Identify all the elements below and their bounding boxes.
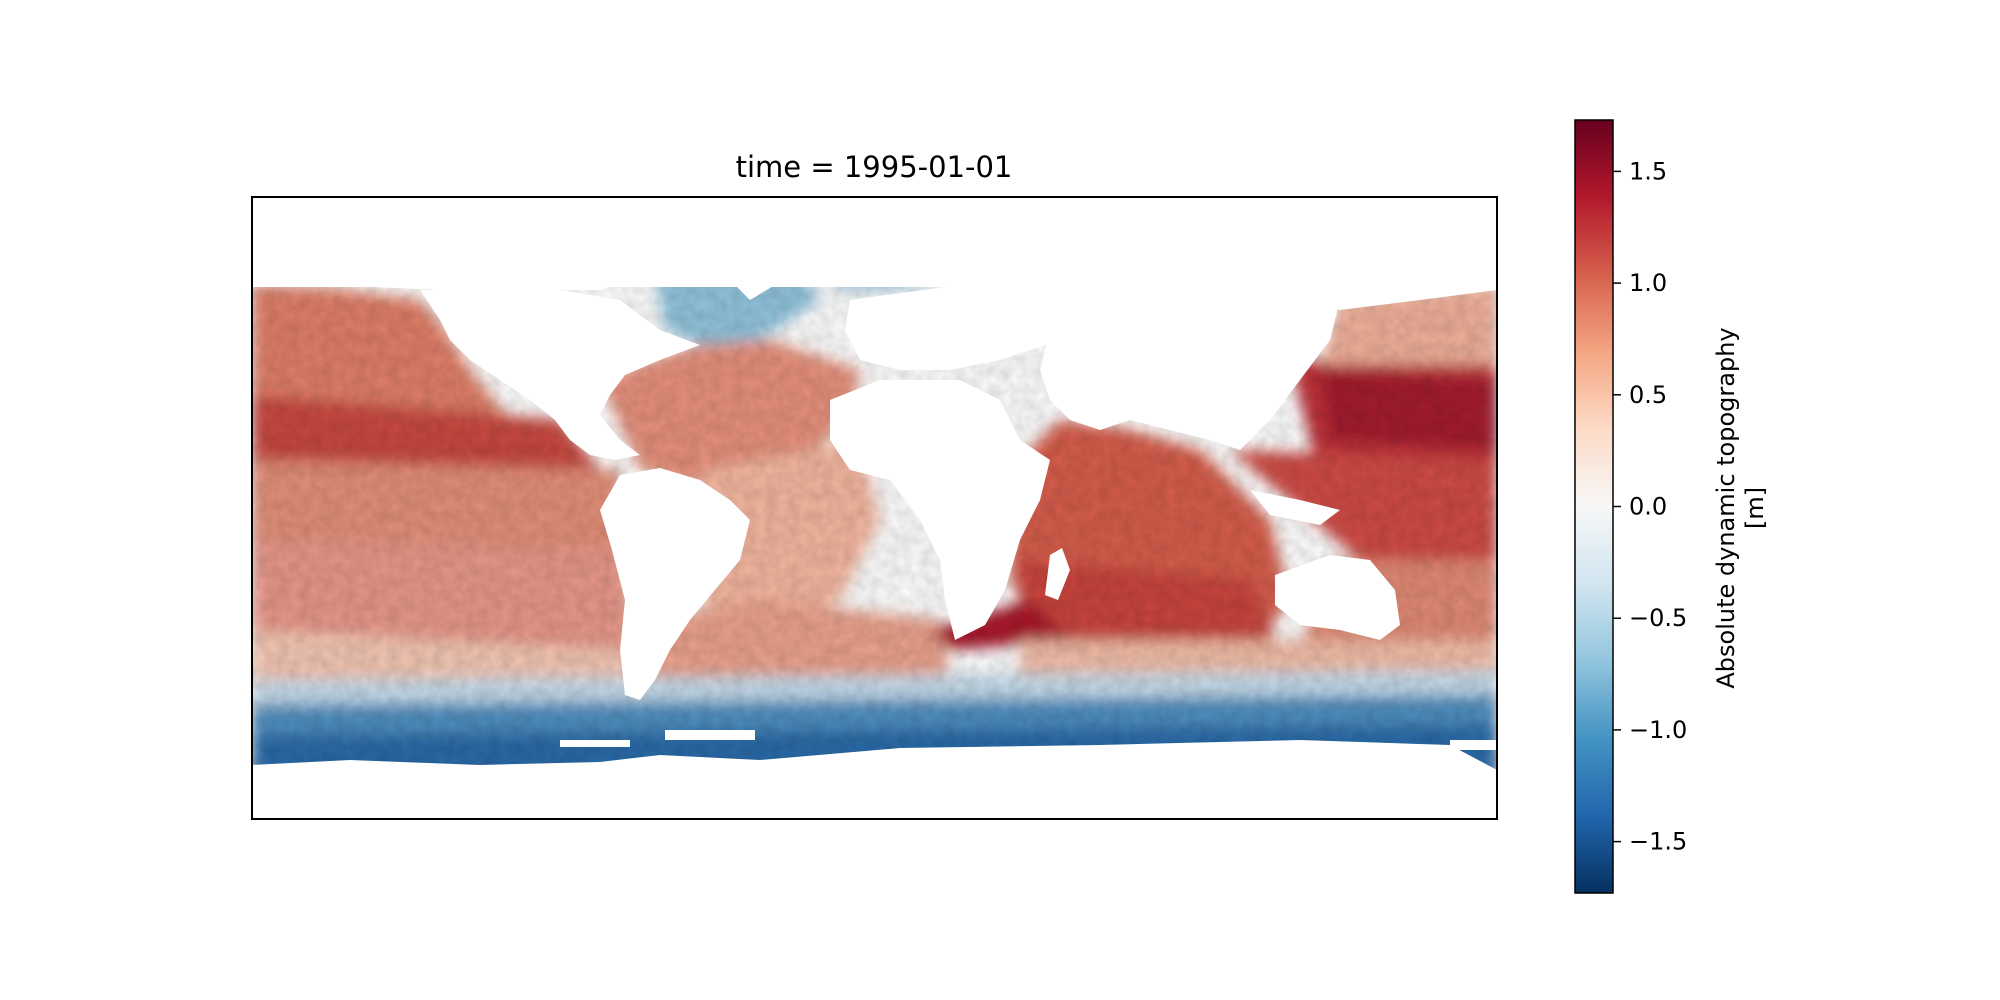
ice-gap-3 <box>1450 740 1497 750</box>
colorbar-tick-label: −0.5 <box>1629 604 1687 632</box>
colorbar: 1.5 1.0 0.5 0.0 −0.5 −1.0 −1.5 Absolute dynami… <box>1574 119 1769 894</box>
arctic-ocean-edge <box>252 197 1497 310</box>
colorbar-tick-label: 0.5 <box>1629 381 1667 409</box>
ice-gap-1 <box>665 730 755 740</box>
map-frame <box>251 196 1498 820</box>
map-title: time = 1995-01-01 <box>736 150 1013 184</box>
colorbar-tick-label: −1.0 <box>1629 716 1687 744</box>
colorbar-ticks: 1.5 1.0 0.5 0.0 −0.5 −1.0 −1.5 <box>1613 157 1687 856</box>
colorbar-unit: [m] <box>1741 487 1769 529</box>
colorbar-tick-label: −1.5 <box>1629 828 1687 856</box>
colorbar-label: Absolute dynamic topography <box>1712 327 1740 688</box>
ice-gap-2 <box>560 740 630 747</box>
greenland <box>715 230 810 300</box>
indonesia <box>1250 490 1340 525</box>
africa <box>830 380 1050 640</box>
sea-ice-gaps <box>560 730 1497 750</box>
colorbar-tick-label: 1.0 <box>1629 269 1667 297</box>
colorbar-bar <box>1574 119 1614 894</box>
south-america <box>600 468 750 700</box>
colorbar-tick-label: 1.5 <box>1629 157 1667 185</box>
europe <box>845 275 1100 370</box>
north-america <box>420 290 700 460</box>
asia <box>1040 275 1340 450</box>
colorbar-tick-label: 0.0 <box>1629 493 1667 521</box>
map-panel <box>252 197 1497 819</box>
australia <box>1275 555 1400 640</box>
land-mask <box>252 197 1497 819</box>
madagascar <box>1045 548 1070 600</box>
antarctica <box>252 740 1497 819</box>
